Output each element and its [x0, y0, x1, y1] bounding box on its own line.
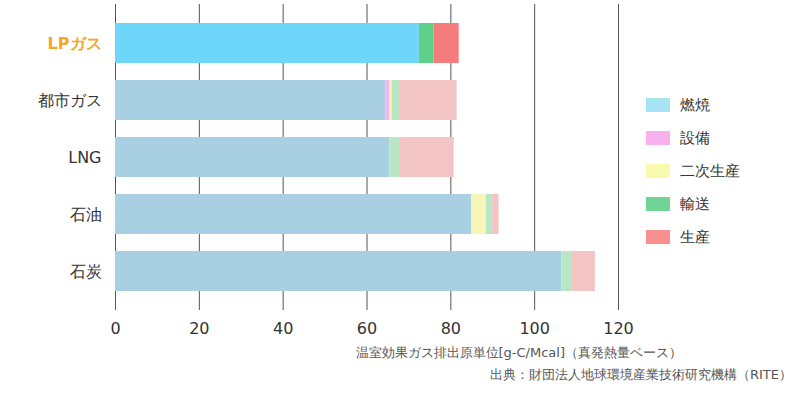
svg-text:0: 0	[110, 319, 120, 338]
html-text:温室効果ガス排出原単位[g-C/Mcal]（真発熱量ベース）: 温室効果ガス排出原単位[g-C/Mcal]（真発熱量ベース）	[355, 345, 682, 360]
svg-text:石油: 石油	[70, 205, 102, 224]
html-text:燃焼: 燃焼	[680, 95, 710, 114]
svg-text:都市ガス: 都市ガス	[38, 91, 102, 110]
svg-text:100: 100	[519, 319, 550, 338]
svg-text:LPガス: LPガス	[48, 34, 102, 53]
svg-text:石炭: 石炭	[70, 262, 102, 281]
html-text:出典：財団法人地球環境産業技術研究機構（RITE）: 出典：財団法人地球環境産業技術研究機構（RITE）	[490, 367, 792, 382]
svg-text:LNG: LNG	[68, 148, 101, 167]
svg-text:20: 20	[189, 319, 209, 338]
svg-text:120: 120	[603, 319, 634, 338]
html-text:二次生産: 二次生産	[680, 161, 740, 180]
svg-text:60: 60	[357, 319, 377, 338]
svg-text:40: 40	[273, 319, 293, 338]
html-text:設備: 設備	[680, 128, 710, 147]
svg-text:80: 80	[441, 319, 461, 338]
html-text:輸送: 輸送	[680, 194, 710, 213]
html-text:生産: 生産	[680, 227, 710, 246]
